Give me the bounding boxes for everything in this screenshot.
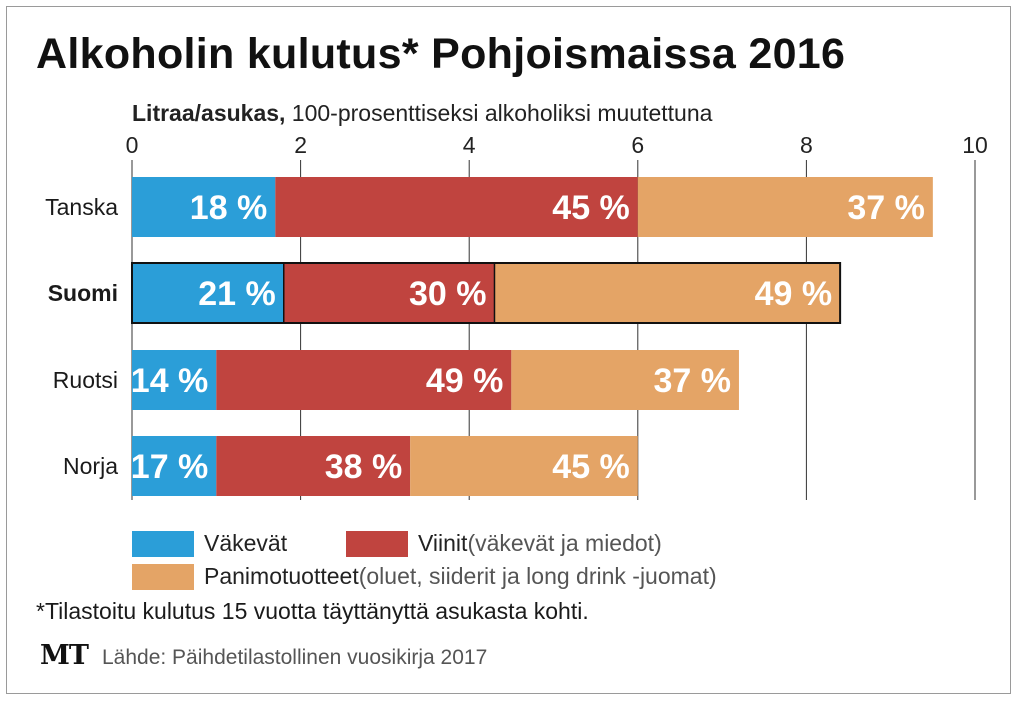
mt-logo: MT: [40, 640, 89, 671]
data-label-viinit-ruotsi: 49 %: [426, 362, 504, 400]
data-label-viinit-suomi: 30 %: [409, 275, 487, 313]
legend-note-viinit: (väkevät ja miedot): [467, 530, 662, 556]
data-label-viinit-norja: 38 %: [325, 448, 403, 486]
bar-panimotuotteet-tanska: [637, 177, 933, 237]
data-label-vakevat-norja: 17 %: [131, 448, 209, 486]
bar-panimotuotteet-ruotsi: [511, 350, 739, 410]
data-label-panimotuotteet-ruotsi: 37 %: [653, 362, 731, 400]
bar-vakevat-suomi: [132, 263, 284, 323]
legend-label-vakevat: Väkevät: [204, 530, 288, 556]
data-label-viinit-tanska: 45 %: [552, 189, 630, 227]
legend-swatch-vakevat: [132, 530, 194, 557]
source-text: Lähde: Päihdetilastollinen vuosikirja 20…: [101, 646, 488, 669]
legend-label-panimotuotteet: Panimotuotteet: [204, 563, 359, 589]
chart-title: Alkoholin kulutus* Pohjoismaissa 2016: [36, 30, 846, 78]
unit-label: Litraa/asukas,: [132, 100, 286, 126]
bar-vakevat-tanska: [132, 177, 276, 237]
footnote: *Tilastoitu kulutus 15 vuotta täyttänytt…: [36, 598, 589, 624]
data-label-panimotuotteet-suomi: 49 %: [755, 275, 833, 313]
bar-panimotuotteet-norja: [410, 436, 638, 496]
bar-viinit-suomi: [283, 263, 495, 323]
category-label-suomi: Suomi: [48, 280, 118, 306]
source-line: MT Lähde: Päihdetilastollinen vuosikirja…: [40, 640, 487, 671]
x-tick-label-2: 2: [294, 132, 307, 158]
x-tick-label-6: 6: [631, 132, 644, 158]
legend-note-panimotuotteet: (oluet, siiderit ja long drink -juomat): [358, 563, 717, 589]
data-label-vakevat-tanska: 18 %: [190, 189, 268, 227]
data-label-panimotuotteet-norja: 45 %: [552, 448, 630, 486]
bar-panimotuotteet-suomi: [494, 263, 841, 323]
data-label-vakevat-ruotsi: 14 %: [131, 362, 209, 400]
bar-vakevat-ruotsi: [132, 350, 217, 410]
data-label-panimotuotteet-tanska: 37 %: [847, 189, 925, 227]
category-label-norja: Norja: [63, 453, 118, 479]
bar-viinit-norja: [216, 436, 411, 496]
x-tick-label-0: 0: [126, 132, 139, 158]
unit-description: 100-prosenttiseksi alkoholiksi muutettun…: [285, 100, 713, 126]
x-tick-label-10: 10: [962, 132, 988, 158]
bar-viinit-ruotsi: [216, 350, 512, 410]
highlight-outline-suomi: [131, 262, 842, 324]
category-label-ruotsi: Ruotsi: [53, 367, 118, 393]
x-tick-label-4: 4: [463, 132, 476, 158]
legend-label-viinit: Viinit: [418, 530, 468, 556]
x-tick-label-8: 8: [800, 132, 813, 158]
category-label-tanska: Tanska: [45, 194, 118, 220]
bar-vakevat-norja: [132, 436, 217, 496]
data-label-vakevat-suomi: 21 %: [198, 275, 276, 313]
chart-frame: [6, 6, 1011, 694]
legend-item-vakevat: Väkevät: [132, 530, 287, 557]
legend-swatch-panimotuotteet: [132, 563, 194, 590]
legend-item-panimotuotteet: Panimotuotteet (oluet, siiderit ja long …: [132, 563, 717, 590]
chart-subtitle: Litraa/asukas, 100-prosenttiseksi alkoho…: [132, 100, 712, 127]
bar-viinit-tanska: [275, 177, 638, 237]
legend-swatch-viinit: [346, 530, 408, 557]
legend-item-viinit: Viinit (väkevät ja miedot): [346, 530, 662, 557]
